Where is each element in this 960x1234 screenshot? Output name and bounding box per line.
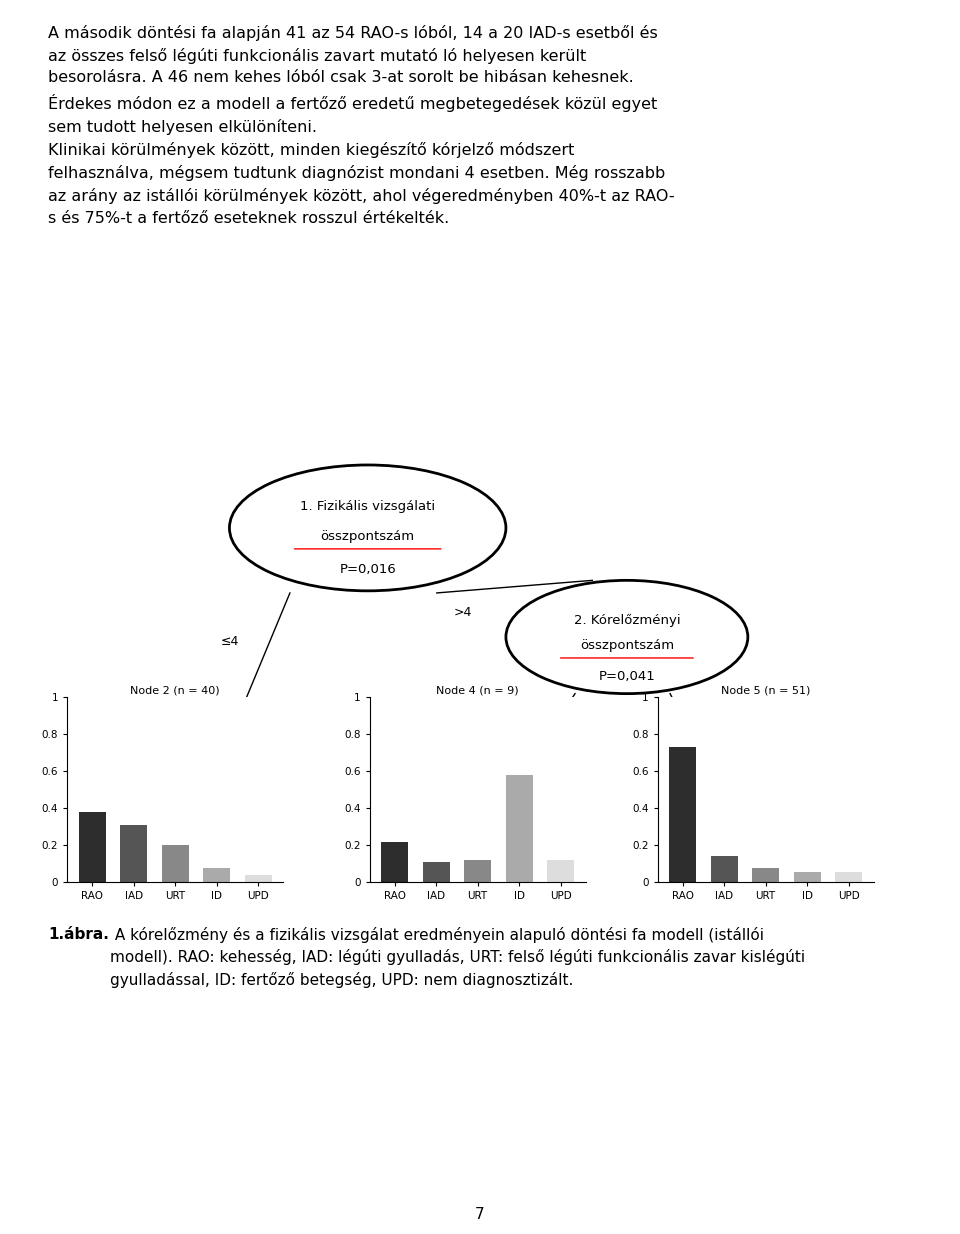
Text: >4: >4 <box>454 606 472 619</box>
Text: P=0,016: P=0,016 <box>339 564 396 576</box>
Bar <box>120 826 147 882</box>
Text: P=0,041: P=0,041 <box>598 670 656 684</box>
Text: összpontszám: összpontszám <box>321 529 415 543</box>
Bar <box>506 775 533 882</box>
Bar <box>794 872 821 882</box>
Title: Node 4 (n = 9): Node 4 (n = 9) <box>436 685 519 695</box>
Text: ≤4: ≤4 <box>221 636 239 648</box>
Bar <box>161 845 189 882</box>
Bar <box>710 856 737 882</box>
Bar <box>547 860 574 882</box>
Bar <box>245 875 272 882</box>
Text: ≤4: ≤4 <box>497 753 516 766</box>
Bar <box>752 869 780 882</box>
Text: 1.ábra.: 1.ábra. <box>48 927 108 942</box>
Bar <box>835 872 862 882</box>
Bar <box>79 812 106 882</box>
Title: Node 2 (n = 40): Node 2 (n = 40) <box>131 685 220 695</box>
Text: A kórelőzmény és a fizikális vizsgálat eredményein alapuló döntési fa modell (is: A kórelőzmény és a fizikális vizsgálat e… <box>110 927 805 987</box>
Bar <box>422 861 449 882</box>
Text: 1. Fizikális vizsgálati: 1. Fizikális vizsgálati <box>300 501 435 513</box>
Text: 7: 7 <box>475 1207 485 1222</box>
Text: 2. Kórelőzményi: 2. Kórelőzményi <box>573 613 681 627</box>
Text: összpontszám: összpontszám <box>580 639 674 652</box>
Bar <box>669 748 696 882</box>
Bar <box>381 842 408 882</box>
Bar <box>204 869 230 882</box>
Text: >4: >4 <box>687 753 706 766</box>
Text: A második döntési fa alapján 41 az 54 RAO-s lóból, 14 a 20 IAD-s esetből és
az ö: A második döntési fa alapján 41 az 54 RA… <box>48 25 675 226</box>
Title: Node 5 (n = 51): Node 5 (n = 51) <box>721 685 810 695</box>
Bar <box>464 860 492 882</box>
